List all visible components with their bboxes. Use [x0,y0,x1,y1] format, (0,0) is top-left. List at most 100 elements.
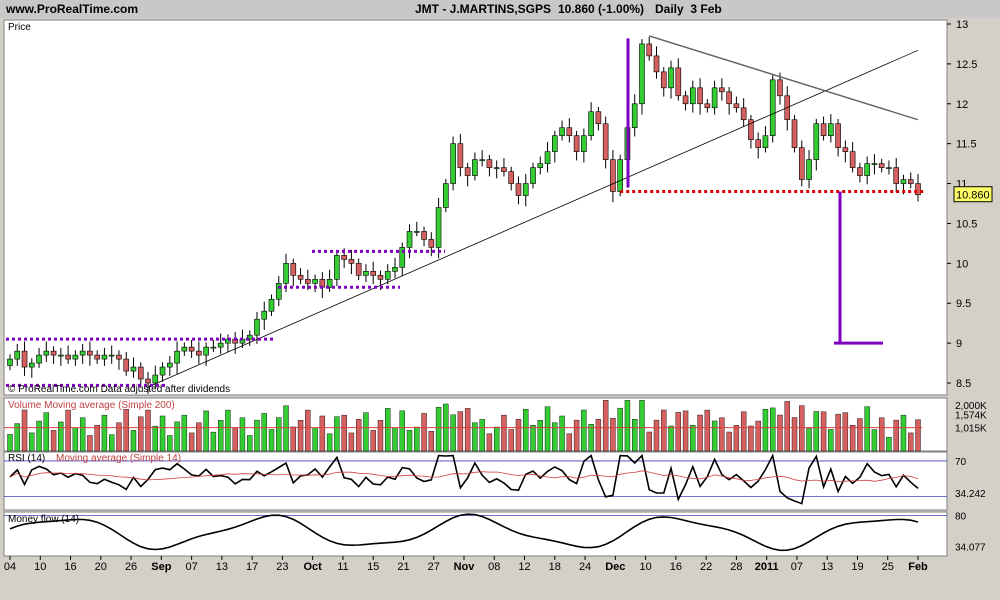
price-tick-label: 11 [956,179,967,191]
volume-bar [290,426,296,452]
candle [457,143,464,168]
candle [210,346,217,349]
volume-bar [646,431,652,452]
volume-bar [523,408,529,452]
candle [653,55,660,73]
volume-bar [239,417,246,452]
volume-bar [552,422,558,452]
candle [820,123,827,136]
volume-bar [828,429,834,452]
x-tick-label: 22 [700,561,712,573]
volume-bar [421,413,427,452]
volume-bar [130,430,137,452]
price-label: Price [8,22,31,33]
chart-header: www.ProRealTime.com JMT - J.MARTINS,SGPS… [0,0,1000,18]
x-tick-label: 07 [185,561,197,573]
volume-bar [813,411,820,452]
volume-bar [610,418,616,452]
candle [581,135,587,152]
volume-bar [777,414,783,452]
volume-bar [217,420,224,452]
volume-bar [661,409,667,452]
volume-bar [762,408,769,452]
rsi-panel [3,451,948,511]
site-name[interactable]: www.ProRealTime.com [6,2,139,16]
volume-bar [515,419,522,452]
x-tick-label: 28 [730,561,742,573]
volume-bar [573,419,580,452]
volume-bar [392,427,398,452]
volume-bar [740,411,747,452]
chart-labels: 13 12.5 12 11.5 11 10.5 10 9.5 9 8.5 10.860 Price © … [4,19,993,573]
rsi-ma-line [9,470,919,482]
volume-bar [878,417,885,452]
volume-tick-label: 2,000K [955,401,987,412]
volume-bar [159,415,166,452]
candle [798,147,805,180]
downtrend-line [649,35,919,121]
volume-bar [319,415,326,452]
volume-bar [842,412,849,452]
price-tick-label: 11.5 [956,139,977,151]
volume-bar [247,435,253,452]
candle [130,366,137,372]
volume-bar [588,424,594,452]
volume-bar [232,427,238,452]
volume-bar [65,409,71,452]
candle [464,167,471,176]
mf-line [9,513,919,552]
x-tick-label: Nov [454,561,476,573]
volume-bar [602,400,609,452]
candle [857,167,863,176]
volume-bar [893,419,899,452]
volume-bar [559,415,565,452]
candle [261,310,268,320]
candle [167,362,173,368]
candle [522,183,529,196]
price-tick-label: 12.5 [956,59,977,71]
price-tick-label: 12 [956,99,968,111]
candle [443,183,449,208]
volume-bar [29,432,35,452]
price-tick-label: 10.5 [956,218,977,230]
candle [305,279,311,284]
volume-bar [770,407,776,452]
volume-bar [50,430,57,452]
price-tick-label: 8.5 [956,378,971,390]
candle [43,350,50,356]
candle [610,159,616,192]
candle [617,159,623,192]
volume-bar [871,429,878,452]
candle [835,123,841,148]
candle [421,231,427,240]
x-tick-label: 08 [488,561,500,573]
volume-bar [188,432,195,452]
candle [348,259,355,264]
volume-bar [123,408,129,452]
x-tick-label: 10 [34,561,46,573]
volume-bar [748,425,754,452]
footnote: © ProRealTime.com Data adjusted after di… [8,384,230,395]
candle [755,139,761,148]
candle [137,366,144,380]
candle [283,263,289,284]
candle [878,163,885,168]
volume-bar [428,430,435,452]
candle [631,103,638,129]
candle [65,354,71,360]
candle [79,350,86,356]
candle [566,127,573,136]
volume-bar [493,426,500,452]
volume-bar [225,409,231,452]
volume-bar [457,411,464,452]
candle [355,263,362,276]
candle [50,350,57,356]
volume-bar [355,419,362,452]
volume-bar [530,424,536,452]
volume-bar [886,436,892,452]
candle [181,346,188,352]
x-tick-label: Oct [303,561,322,573]
candle [225,338,231,344]
candle [639,43,645,105]
